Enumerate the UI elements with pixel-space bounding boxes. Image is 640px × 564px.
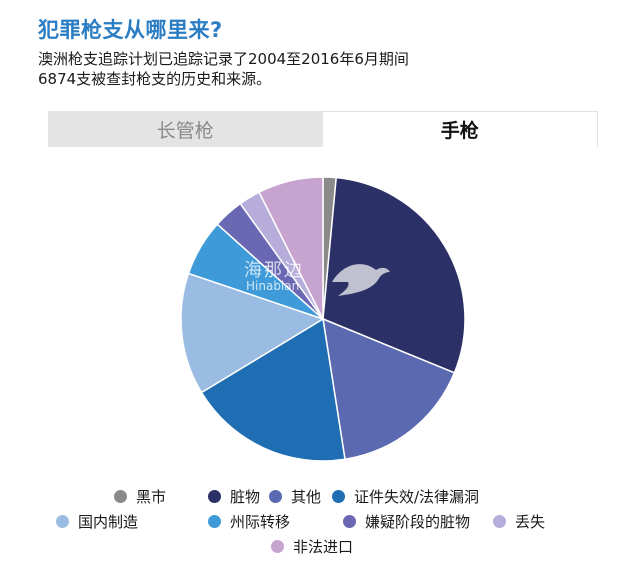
legend-item: 州际转移 (208, 511, 290, 532)
pie-slice-4 (180, 272, 325, 394)
legend-swatch (343, 515, 356, 528)
legend-swatch (208, 490, 221, 503)
legend-item: 黑市 (114, 486, 166, 507)
tab-handgun[interactable]: 手枪 (322, 111, 598, 147)
legend-label: 脏物 (230, 488, 261, 506)
legend-label: 黑市 (136, 488, 167, 506)
legend-label: 丢失 (515, 513, 546, 531)
legend-item: 证件失效/法律漏洞 (332, 486, 479, 507)
legend-item: 脏物 (208, 486, 260, 507)
pie-slice-1 (322, 176, 466, 374)
watermark: 海那边 Hinabian (240, 252, 400, 312)
legend-swatch (208, 515, 221, 528)
legend-swatch (269, 490, 282, 503)
legend-label: 国内制造 (78, 513, 139, 531)
legend-item: 非法进口 (271, 536, 353, 557)
legend-label: 非法进口 (293, 538, 354, 556)
legend-item: 丢失 (493, 511, 545, 532)
gun-type-tabs: 长管枪 手枪 (48, 111, 598, 147)
legend-label: 其他 (291, 488, 322, 506)
legend-swatch (332, 490, 345, 503)
pie-slice-3 (200, 317, 346, 462)
pie-slice-2 (322, 317, 456, 461)
watermark-text-cn: 海那边 (244, 260, 304, 281)
pie-slice-5 (187, 223, 324, 320)
legend-swatch (271, 540, 284, 553)
subtitle-line-1: 澳洲枪支追踪计划已追踪记录了2004至2016年6月期间 (38, 50, 409, 68)
bird-logo-icon (332, 264, 390, 296)
watermark-text-en: Hinabian (246, 279, 300, 293)
legend-label: 州际转移 (230, 513, 291, 531)
legend-item: 国内制造 (56, 511, 138, 532)
page-subtitle: 澳洲枪支追踪计划已追踪记录了2004至2016年6月期间 6874支被查封枪支的… (38, 49, 598, 89)
legend-swatch (114, 490, 127, 503)
pie-slice-0 (322, 176, 338, 320)
legend-item: 其他 (269, 486, 321, 507)
tab-long-gun[interactable]: 长管枪 (48, 111, 323, 147)
legend-item: 嫌疑阶段的脏物 (343, 511, 470, 532)
pie-slice-6 (216, 202, 324, 320)
pie-slice-7 (239, 191, 324, 320)
legend-label: 证件失效/法律漏洞 (354, 488, 480, 506)
pie-slice-8 (258, 176, 324, 320)
legend-swatch (493, 515, 506, 528)
subtitle-line-2: 6874支被查封枪支的历史和来源。 (38, 70, 272, 88)
legend-swatch (56, 515, 69, 528)
legend-label: 嫌疑阶段的脏物 (365, 513, 471, 531)
page-title: 犯罪枪支从哪里来? (38, 18, 223, 42)
